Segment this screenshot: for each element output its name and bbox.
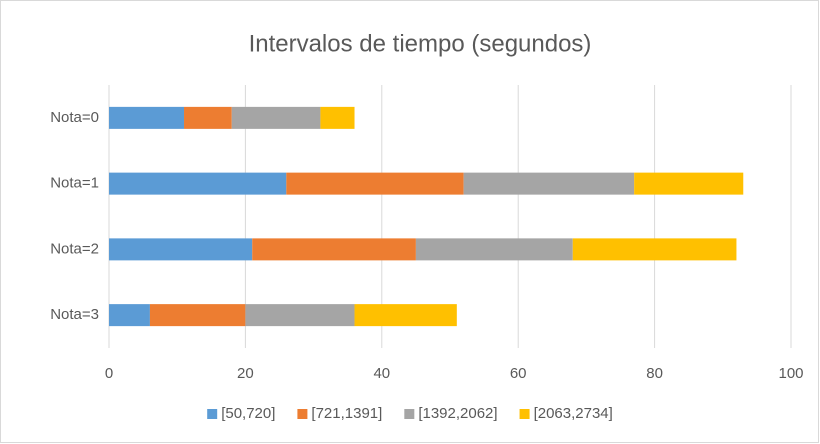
x-tick-label: 60: [510, 365, 527, 382]
legend-swatch: [207, 409, 218, 419]
y-tick-label: Nota=2: [50, 240, 99, 257]
bar-segment: [109, 172, 287, 195]
legend-swatch: [297, 409, 308, 419]
bar-segment: [634, 172, 744, 195]
bar-segment: [109, 238, 253, 261]
x-tick-label: 100: [778, 365, 803, 382]
bar-segment: [109, 106, 185, 129]
x-tick-label: 0: [105, 365, 113, 382]
legend-swatch: [404, 409, 415, 419]
bar-segment: [184, 106, 232, 129]
bar-segment: [320, 106, 355, 129]
y-tick-label: Nota=3: [50, 306, 99, 323]
legend-label: [2063,2734]: [534, 405, 613, 422]
chart-title: Intervalos de tiempo (segundos): [249, 30, 592, 57]
x-tick-label: 80: [646, 365, 663, 382]
legend-label: [721,1391]: [311, 405, 382, 422]
bar-segment: [252, 238, 416, 261]
bar-segment: [245, 304, 355, 327]
x-tick-label: 20: [237, 365, 254, 382]
bar-segment: [231, 106, 321, 129]
bar-segment: [149, 304, 246, 327]
legend-label: [1392,2062]: [418, 405, 497, 422]
bar-segment: [109, 304, 150, 327]
y-tick-label: Nota=1: [50, 175, 99, 192]
x-tick-label: 40: [373, 365, 390, 382]
bar-segment: [415, 238, 573, 261]
y-tick-label: Nota=0: [50, 109, 99, 126]
bar-segment: [572, 238, 737, 261]
bar-segment: [463, 172, 635, 195]
bar-segment: [286, 172, 464, 195]
bar-segment: [354, 304, 457, 327]
legend-swatch: [519, 409, 530, 419]
legend-label: [50,720]: [221, 405, 275, 422]
